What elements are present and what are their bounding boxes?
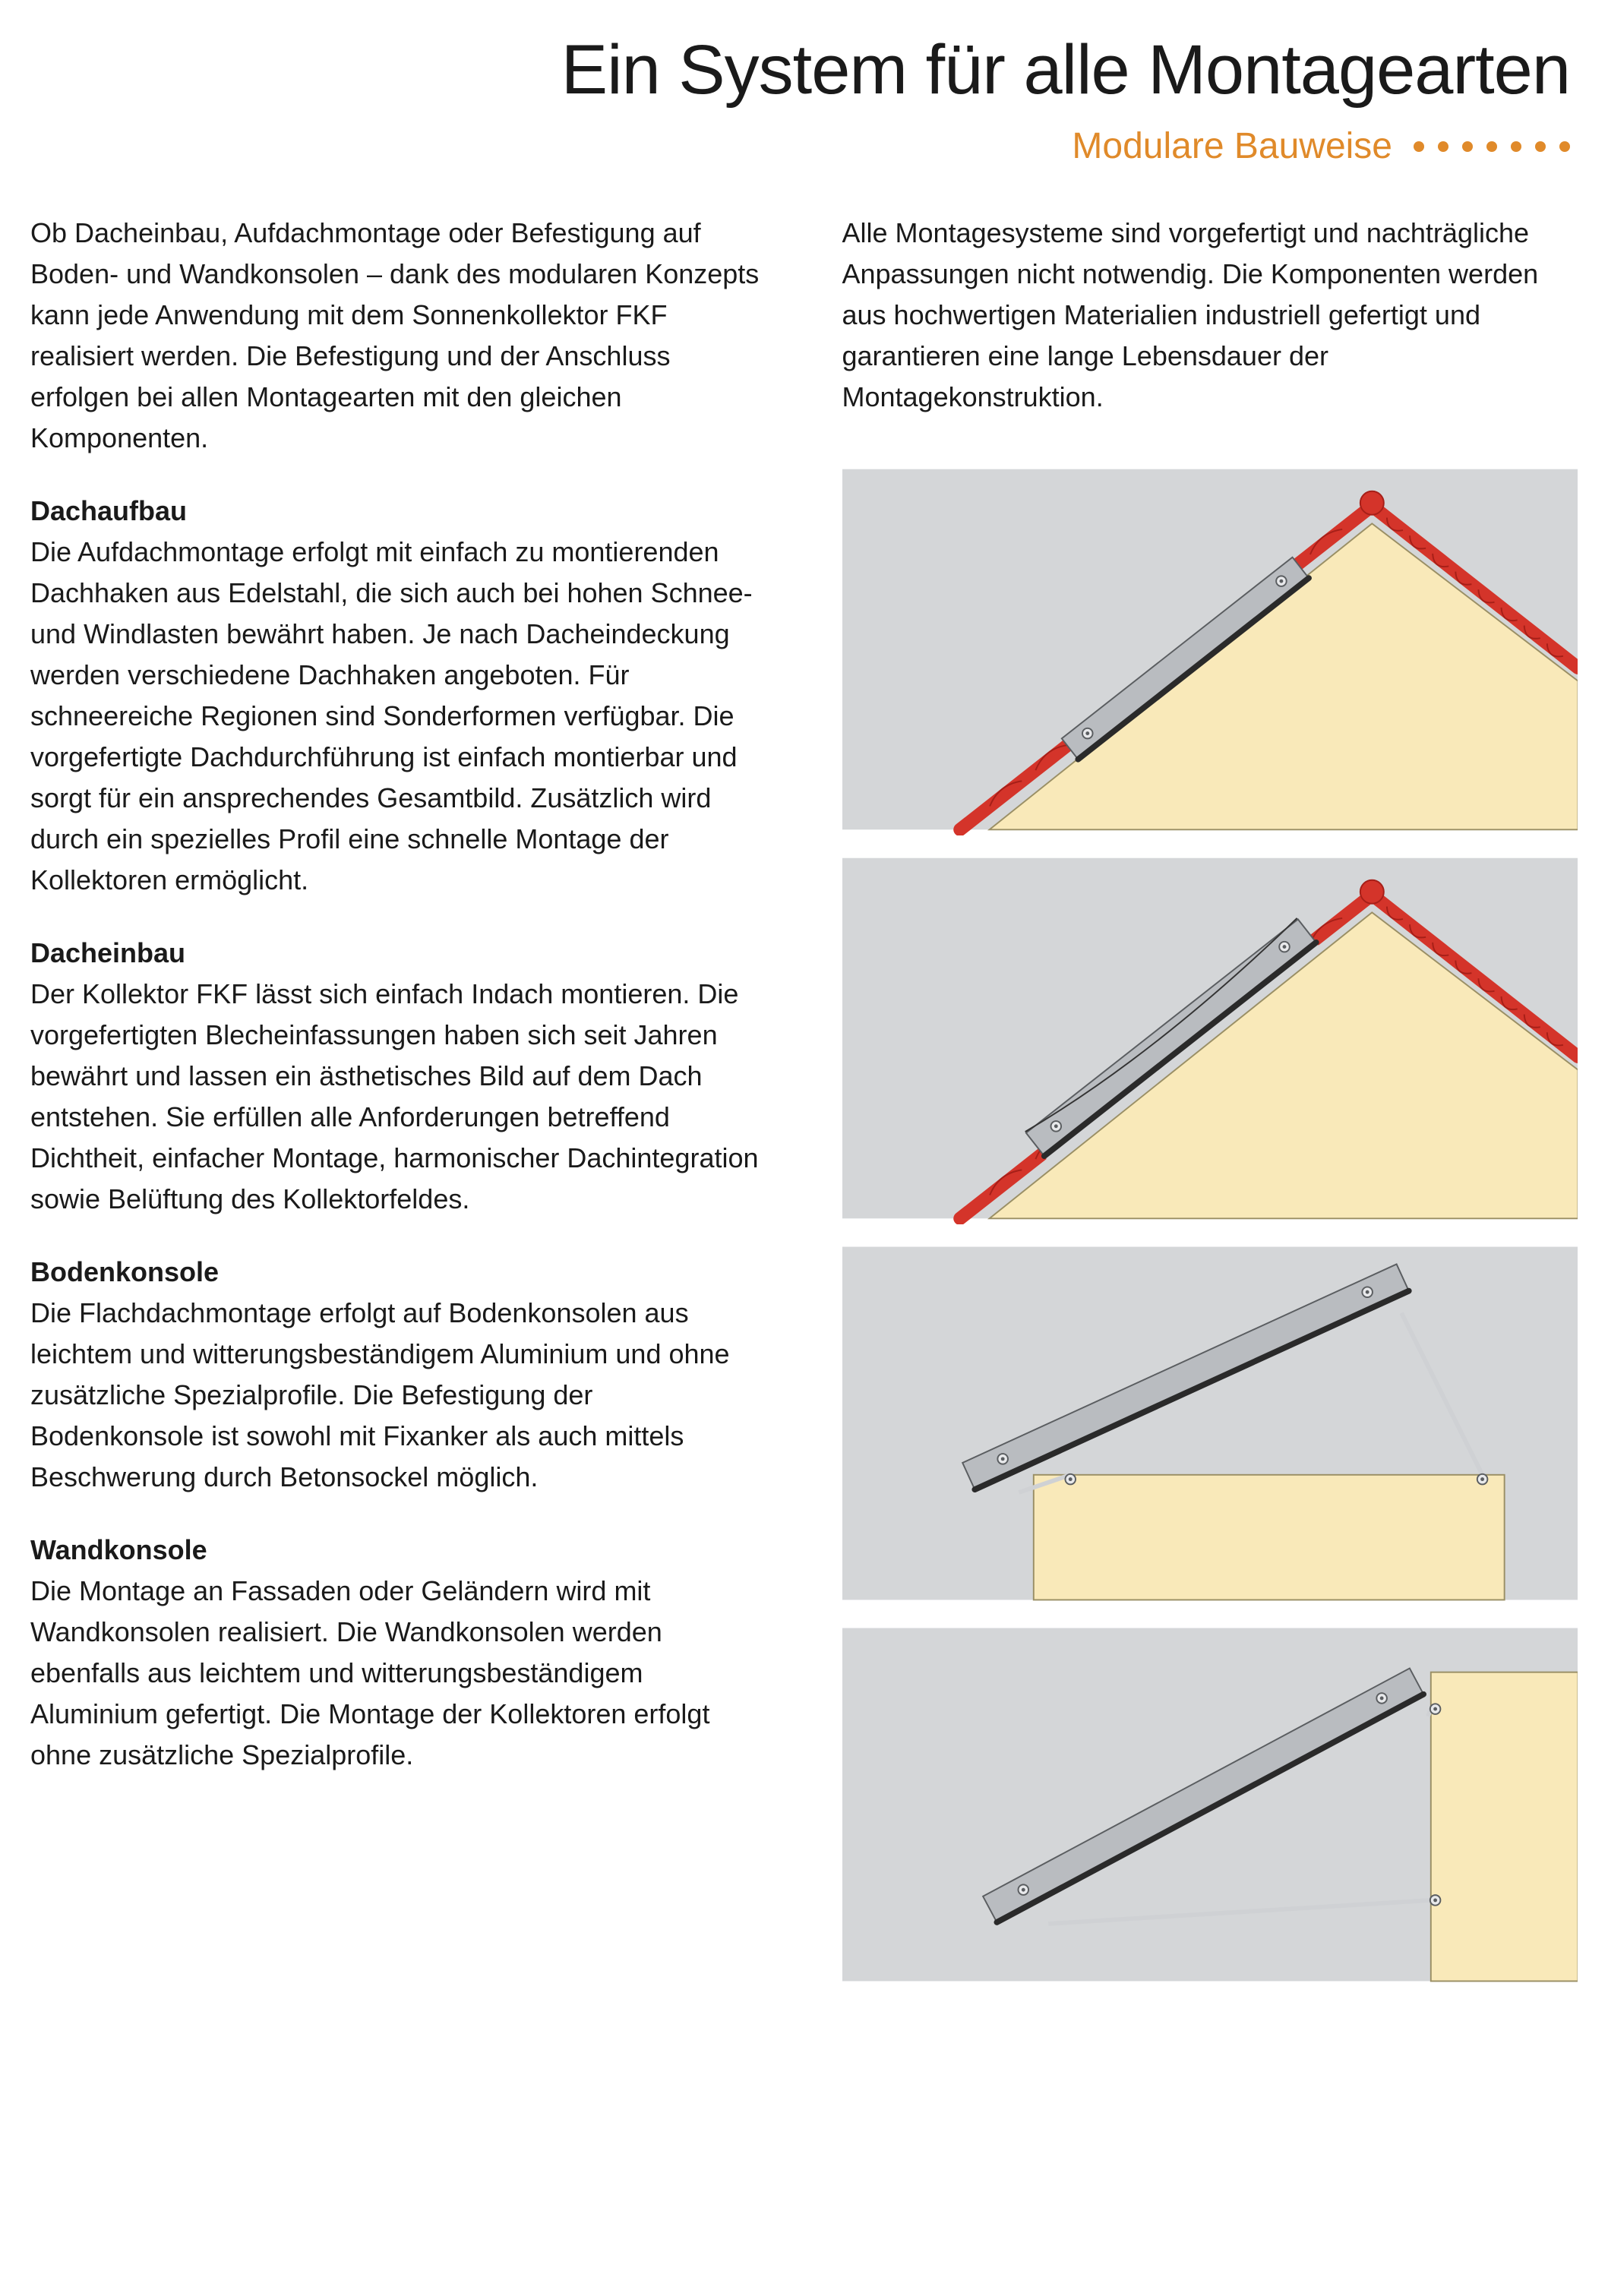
intro-paragraph: Ob Dacheinbau, Aufdachmontage oder Befes… — [30, 213, 766, 459]
page-subtitle: Modulare Bauweise — [1072, 125, 1392, 167]
section-body: Die Montage an Fassaden oder Geländern w… — [30, 1571, 766, 1776]
diagram-aufdach — [842, 463, 1578, 835]
dot-icon — [1486, 141, 1497, 152]
left-column: Ob Dacheinbau, Aufdachmontage oder Befes… — [30, 213, 766, 2004]
decorative-dots — [1414, 141, 1570, 152]
section-heading: Dachaufbau — [30, 495, 766, 527]
dot-icon — [1535, 141, 1546, 152]
subtitle-row: Modulare Bauweise — [30, 125, 1570, 167]
diagram-boden — [842, 1241, 1578, 1606]
dot-icon — [1511, 141, 1521, 152]
main-columns: Ob Dacheinbau, Aufdachmontage oder Befes… — [30, 213, 1578, 2004]
section-body: Der Kollektor FKF lässt sich einfach Ind… — [30, 974, 766, 1220]
dot-icon — [1559, 141, 1570, 152]
diagram-indach — [842, 852, 1578, 1224]
dot-icon — [1414, 141, 1424, 152]
right-column: Alle Montagesysteme sind vorgefertigt un… — [842, 213, 1578, 2004]
diagram-wand — [842, 1622, 1578, 1987]
page-header: Ein System für alle Montagearten Modular… — [30, 30, 1578, 167]
section-heading: Dacheinbau — [30, 937, 766, 969]
section-heading: Bodenkonsole — [30, 1256, 766, 1288]
section-heading: Wandkonsole — [30, 1534, 766, 1566]
section-body: Die Aufdachmontage erfolgt mit einfach z… — [30, 532, 766, 901]
dot-icon — [1438, 141, 1448, 152]
page-title: Ein System für alle Montagearten — [30, 30, 1570, 110]
right-intro-paragraph: Alle Montagesysteme sind vorgefertigt un… — [842, 213, 1578, 418]
dot-icon — [1462, 141, 1473, 152]
section-body: Die Flachdachmontage erfolgt auf Bodenko… — [30, 1293, 766, 1498]
